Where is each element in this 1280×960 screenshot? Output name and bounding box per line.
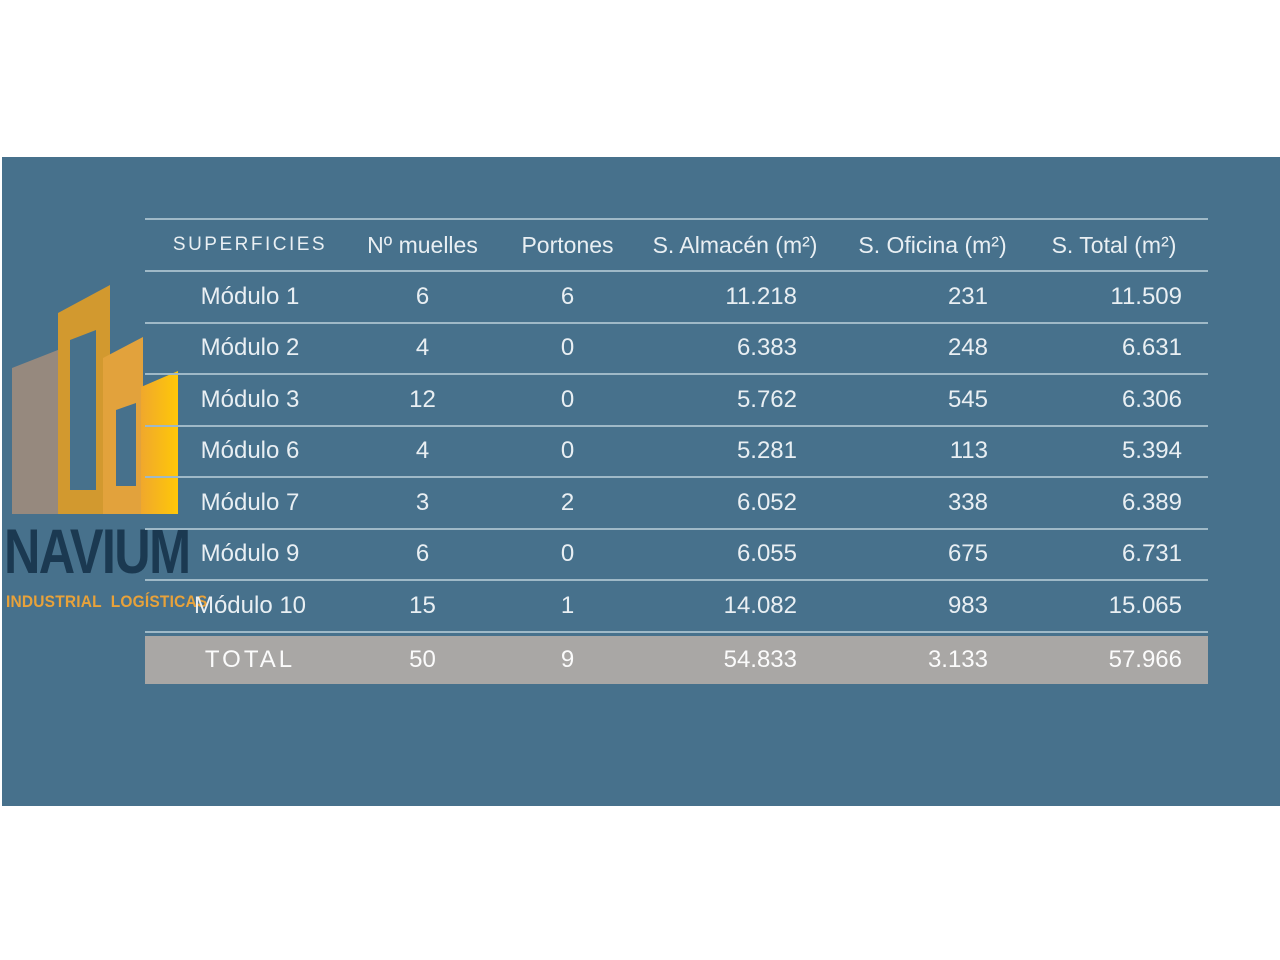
cell-value: 14.082: [625, 581, 845, 633]
cell-value: 5.394: [1020, 427, 1208, 478]
cell-value: 11.218: [625, 272, 845, 324]
column-header: S. Oficina (m²): [845, 218, 1020, 272]
cell-value: 11.509: [1020, 272, 1208, 324]
column-header: S. Total (m²): [1020, 218, 1208, 272]
cell-value: 0: [510, 530, 625, 581]
cell-value: 6.306: [1020, 375, 1208, 427]
module-name: Módulo 6: [145, 427, 335, 478]
cell-value: 338: [845, 478, 1020, 530]
table-row: Módulo 1 6 6 11.218 231 11.509: [145, 272, 1208, 324]
surfaces-table: SUPERFICIES Nº muelles Portones S. Almacén …: [145, 218, 1208, 684]
cell-value: 6.631: [1020, 324, 1208, 375]
column-header: SUPERFICIES: [145, 218, 335, 272]
column-header: Nº muelles: [335, 218, 510, 272]
cell-value: 6: [335, 272, 510, 324]
cell-value: 6: [510, 272, 625, 324]
cell-value: 0: [510, 427, 625, 478]
cell-value: 675: [845, 530, 1020, 581]
cell-value: 6.383: [625, 324, 845, 375]
cell-value: 4: [335, 324, 510, 375]
module-name: Módulo 1: [145, 272, 335, 324]
total-label: TOTAL: [145, 632, 335, 684]
cell-value: 12: [335, 375, 510, 427]
cell-value: 5.762: [625, 375, 845, 427]
cell-value: 6: [335, 530, 510, 581]
module-name: Módulo 10: [145, 581, 335, 633]
column-header: S. Almacén (m²): [625, 218, 845, 272]
table-row: Módulo 10 15 1 14.082 983 15.065: [145, 581, 1208, 633]
cell-value: 983: [845, 581, 1020, 633]
cell-value: 248: [845, 324, 1020, 375]
cell-value: 0: [510, 375, 625, 427]
table-row: Módulo 3 12 0 5.762 545 6.306: [145, 375, 1208, 427]
module-name: Módulo 7: [145, 478, 335, 530]
cell-value: 54.833: [625, 632, 845, 684]
module-name: Módulo 2: [145, 324, 335, 375]
slide-background-panel: [2, 157, 1280, 806]
cell-value: 2: [510, 478, 625, 530]
module-name: Módulo 9: [145, 530, 335, 581]
cell-value: 6.052: [625, 478, 845, 530]
cell-value: 1: [510, 581, 625, 633]
cell-value: 113: [845, 427, 1020, 478]
cell-value: 57.966: [1020, 632, 1208, 684]
table-body: Módulo 1 6 6 11.218 231 11.509 Módulo 2 4 0 6.383…: [145, 272, 1208, 684]
cell-value: 545: [845, 375, 1020, 427]
table-row: Módulo 7 3 2 6.052 338 6.389: [145, 478, 1208, 530]
cell-value: 9: [510, 632, 625, 684]
cell-value: 0: [510, 324, 625, 375]
table-row: Módulo 2 4 0 6.383 248 6.631: [145, 324, 1208, 375]
cell-value: 50: [335, 632, 510, 684]
table-row: Módulo 9 6 0 6.055 675 6.731: [145, 530, 1208, 581]
table-total-row: TOTAL 50 9 54.833 3.133 57.966: [145, 632, 1208, 684]
cell-value: 15: [335, 581, 510, 633]
cell-value: 4: [335, 427, 510, 478]
cell-value: 231: [845, 272, 1020, 324]
table-row: Módulo 6 4 0 5.281 113 5.394: [145, 427, 1208, 478]
cell-value: 6.731: [1020, 530, 1208, 581]
table-header-row: SUPERFICIES Nº muelles Portones S. Almacén …: [145, 218, 1208, 272]
column-header: Portones: [510, 218, 625, 272]
cell-value: 15.065: [1020, 581, 1208, 633]
cell-value: 6.389: [1020, 478, 1208, 530]
cell-value: 6.055: [625, 530, 845, 581]
cell-value: 3.133: [845, 632, 1020, 684]
cell-value: 5.281: [625, 427, 845, 478]
cell-value: 3: [335, 478, 510, 530]
module-name: Módulo 3: [145, 375, 335, 427]
